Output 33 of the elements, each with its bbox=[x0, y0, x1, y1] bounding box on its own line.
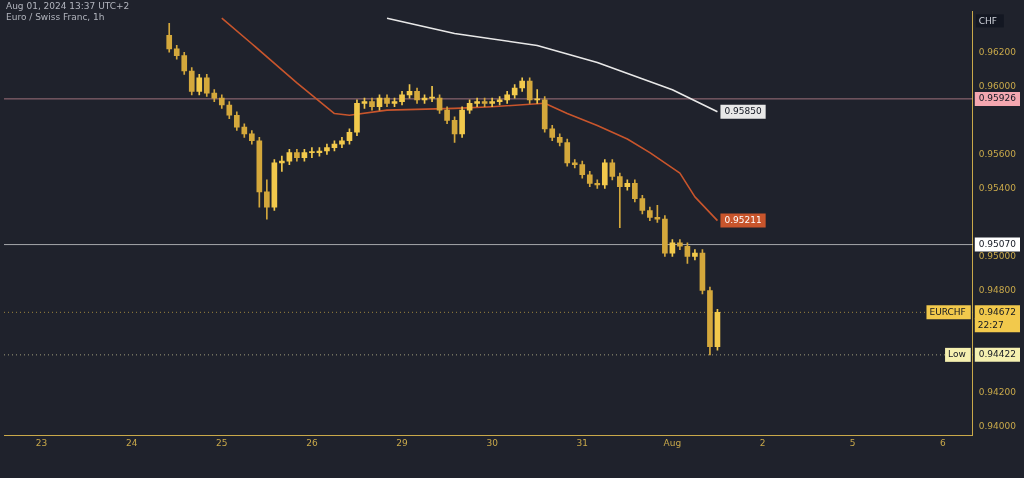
y-tick-label: 0.95600 bbox=[978, 148, 1017, 159]
text: 22:27 bbox=[977, 319, 1004, 330]
annotation: EURCHF bbox=[929, 306, 966, 317]
y-tick-label: 0.94200 bbox=[978, 386, 1017, 397]
annotation: Low bbox=[948, 349, 966, 360]
x-tick-label: 2 bbox=[759, 437, 766, 448]
ref-line-label: 0.95070 bbox=[978, 238, 1017, 249]
x-tick-label: 31 bbox=[576, 437, 588, 448]
y-tick-label: 0.95400 bbox=[978, 182, 1017, 193]
y-tick-label: 0.95000 bbox=[978, 250, 1017, 261]
x-tick-label: 6 bbox=[939, 437, 946, 448]
x-tick-label: 23 bbox=[35, 437, 48, 448]
x-tick-label: 24 bbox=[125, 437, 138, 448]
x-tick-label: 26 bbox=[306, 437, 318, 448]
y-tick-label: 0.96000 bbox=[978, 80, 1017, 91]
ref-line-label: 0.95926 bbox=[978, 93, 1017, 104]
data-label: 0.95211 bbox=[724, 214, 762, 225]
x-tick-label: 29 bbox=[396, 437, 409, 448]
y-axis-title: CHF bbox=[978, 15, 998, 26]
y-tick-label: 0.94800 bbox=[978, 284, 1017, 295]
y-tick-label: 0.94000 bbox=[978, 421, 1017, 432]
x-tick-label: 25 bbox=[216, 437, 228, 448]
ref-line-label: 0.94422 bbox=[978, 349, 1016, 360]
x-tick-label: 5 bbox=[849, 437, 856, 448]
y-tick-label: 0.96200 bbox=[978, 46, 1017, 57]
chart-title: Euro / Swiss Franc, 1h bbox=[6, 11, 105, 22]
candlestick bbox=[489, 97, 495, 108]
ref-line-label: 0.94672 bbox=[978, 306, 1016, 317]
candlestick bbox=[474, 97, 480, 108]
chart-subtitle: Aug 01, 2024 13:37 UTC+2 bbox=[6, 0, 130, 11]
x-tick-label: Aug bbox=[663, 437, 682, 448]
data-label: 0.95850 bbox=[724, 106, 762, 117]
x-tick-label: 30 bbox=[486, 437, 499, 448]
